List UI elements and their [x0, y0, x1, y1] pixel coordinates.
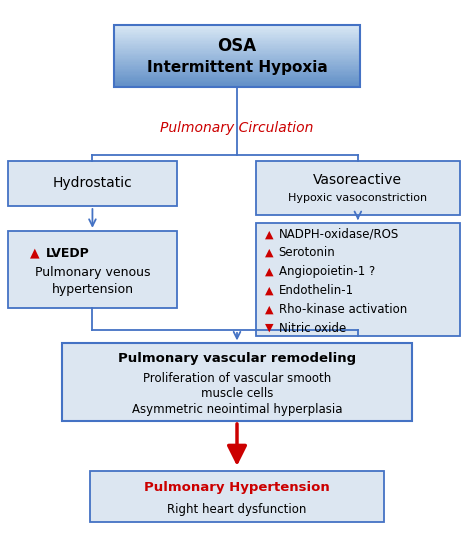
Bar: [114, 80, 360, 81]
Bar: [90, 472, 384, 522]
Bar: [114, 41, 360, 43]
Bar: [256, 161, 460, 215]
Bar: [114, 54, 360, 55]
Bar: [114, 29, 360, 31]
Bar: [114, 51, 360, 53]
Bar: [114, 50, 360, 51]
Bar: [62, 344, 412, 421]
Bar: [114, 32, 360, 33]
Bar: [114, 82, 360, 84]
Bar: [114, 45, 360, 47]
Bar: [114, 25, 360, 27]
Text: Rho-kinase activation: Rho-kinase activation: [279, 303, 407, 316]
Bar: [114, 68, 360, 69]
Bar: [114, 59, 360, 60]
Bar: [114, 75, 360, 76]
Text: muscle cells: muscle cells: [201, 388, 273, 400]
Bar: [114, 35, 360, 36]
Bar: [114, 28, 360, 29]
Text: OSA: OSA: [218, 38, 256, 55]
Bar: [114, 53, 360, 54]
Text: ▲: ▲: [265, 304, 273, 314]
Text: NADPH-oxidase/ROS: NADPH-oxidase/ROS: [279, 228, 399, 241]
Bar: [114, 69, 360, 70]
Bar: [114, 56, 360, 57]
Bar: [114, 63, 360, 64]
Bar: [114, 86, 360, 87]
Bar: [9, 161, 176, 206]
Bar: [114, 65, 360, 66]
Bar: [114, 43, 360, 44]
Bar: [114, 85, 360, 86]
Bar: [114, 27, 360, 28]
Bar: [114, 61, 360, 62]
Bar: [114, 73, 360, 75]
Text: Right heart dysfunction: Right heart dysfunction: [167, 503, 307, 516]
Text: ▲: ▲: [265, 267, 273, 277]
Text: Vasoreactive: Vasoreactive: [313, 173, 402, 187]
Bar: [114, 33, 360, 34]
Text: Hydrostatic: Hydrostatic: [53, 176, 132, 190]
Bar: [114, 60, 360, 61]
Bar: [114, 34, 360, 35]
Bar: [114, 81, 360, 82]
Text: ▲: ▲: [265, 229, 273, 239]
Bar: [114, 70, 360, 71]
Text: Nitric oxide: Nitric oxide: [279, 322, 346, 334]
Bar: [114, 49, 360, 50]
Bar: [114, 78, 360, 80]
Text: ▲: ▲: [29, 247, 39, 260]
Bar: [114, 25, 360, 87]
Bar: [114, 36, 360, 38]
Bar: [114, 39, 360, 40]
Bar: [114, 57, 360, 59]
Bar: [114, 40, 360, 41]
Text: ▲: ▲: [265, 248, 273, 258]
Bar: [114, 31, 360, 32]
Bar: [114, 84, 360, 85]
Text: Endothelin-1: Endothelin-1: [279, 284, 354, 297]
Bar: [114, 76, 360, 77]
Bar: [114, 38, 360, 39]
Text: LVEDP: LVEDP: [46, 247, 90, 260]
Bar: [114, 66, 360, 68]
Text: Serotonin: Serotonin: [279, 247, 336, 259]
Text: ▲: ▲: [265, 286, 273, 295]
Text: Asymmetric neointimal hyperplasia: Asymmetric neointimal hyperplasia: [132, 403, 342, 416]
Text: Angiopoietin-1 ?: Angiopoietin-1 ?: [279, 265, 375, 278]
Text: Intermittent Hypoxia: Intermittent Hypoxia: [146, 60, 328, 75]
Bar: [9, 230, 176, 309]
Text: Hypoxic vasoconstriction: Hypoxic vasoconstriction: [288, 193, 428, 203]
Text: hypertension: hypertension: [52, 284, 133, 296]
Bar: [114, 47, 360, 48]
Bar: [114, 55, 360, 56]
Text: ▼: ▼: [265, 323, 273, 333]
Bar: [114, 64, 360, 65]
Bar: [114, 72, 360, 73]
Bar: [114, 48, 360, 49]
Bar: [114, 77, 360, 78]
Bar: [256, 223, 460, 336]
Text: Pulmonary venous: Pulmonary venous: [35, 266, 150, 279]
Text: Pulmonary Hypertension: Pulmonary Hypertension: [144, 481, 330, 494]
Text: Proliferation of vascular smooth: Proliferation of vascular smooth: [143, 372, 331, 385]
Bar: [114, 71, 360, 72]
Text: Pulmonary Circulation: Pulmonary Circulation: [160, 121, 314, 135]
Bar: [114, 44, 360, 45]
Text: Pulmonary vascular remodeling: Pulmonary vascular remodeling: [118, 352, 356, 366]
